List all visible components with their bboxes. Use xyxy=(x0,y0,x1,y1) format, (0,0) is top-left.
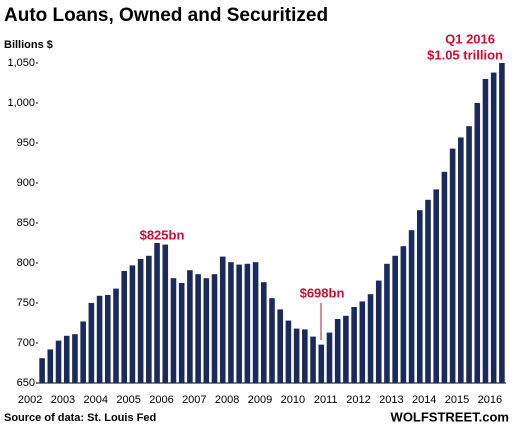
y-tick-label: 800 xyxy=(17,257,35,269)
bar xyxy=(195,274,201,383)
bar xyxy=(80,321,86,383)
annotation: $1.05 trillion xyxy=(427,47,503,62)
bar xyxy=(474,103,481,383)
bar xyxy=(63,335,70,383)
bar xyxy=(318,344,325,383)
bar xyxy=(499,63,505,383)
x-tick-label: 2002 xyxy=(18,394,42,406)
bar xyxy=(400,246,407,383)
bar xyxy=(482,79,489,383)
bar xyxy=(154,243,160,383)
bar xyxy=(285,320,292,383)
y-tick-label: 1,000 xyxy=(7,97,35,109)
bar xyxy=(367,294,374,383)
bar xyxy=(269,298,275,383)
x-tick-label: 2007 xyxy=(182,394,206,406)
bar xyxy=(121,271,128,383)
bar xyxy=(351,307,357,383)
bar xyxy=(384,263,390,383)
x-tick-label: 2015 xyxy=(445,394,469,406)
y-tick-label: 1,050 xyxy=(7,57,35,69)
bar xyxy=(113,288,119,383)
bar xyxy=(211,274,218,383)
annotation: $698bn xyxy=(300,285,345,300)
bar xyxy=(375,280,382,383)
x-tick-label: 2014 xyxy=(412,394,436,406)
bar xyxy=(441,171,448,383)
bar xyxy=(47,349,54,383)
bar xyxy=(425,199,431,383)
x-tick-label: 2012 xyxy=(346,394,370,406)
y-tick-label: 750 xyxy=(17,297,35,309)
bar xyxy=(219,256,226,383)
bar xyxy=(302,329,308,383)
bar xyxy=(293,328,300,383)
chart-title: Auto Loans, Owned and Securitized xyxy=(4,5,328,26)
bar xyxy=(449,148,456,383)
bar xyxy=(187,270,193,383)
bar xyxy=(162,244,169,383)
bar xyxy=(343,315,349,383)
bar xyxy=(72,334,78,383)
bar xyxy=(178,283,185,383)
annotation: Q1 2016 xyxy=(445,31,495,46)
bar xyxy=(228,262,234,383)
x-tick-label: 2016 xyxy=(478,394,502,406)
bar xyxy=(260,282,267,383)
bar xyxy=(129,265,136,383)
x-tick-label: 2010 xyxy=(281,394,305,406)
bar xyxy=(236,264,242,383)
y-tick-label: 650 xyxy=(17,377,35,389)
bar xyxy=(104,295,111,383)
brand: WOLFSTREET.com xyxy=(391,409,509,424)
x-tick-label: 2005 xyxy=(116,394,140,406)
bar xyxy=(55,340,62,383)
bar xyxy=(326,332,333,383)
source: Source of data: St. Louis Fed xyxy=(4,412,156,424)
bar xyxy=(277,309,284,383)
bar xyxy=(203,278,210,383)
bar xyxy=(334,319,341,383)
y-axis-label: Billions $ xyxy=(4,39,53,51)
bar xyxy=(392,255,398,383)
bar xyxy=(310,336,316,383)
bar xyxy=(39,358,45,383)
bar xyxy=(490,72,497,383)
bar xyxy=(408,230,415,383)
bar xyxy=(466,126,472,383)
x-tick-label: 2006 xyxy=(149,394,173,406)
bar xyxy=(137,259,144,383)
bar xyxy=(252,262,259,383)
bar xyxy=(244,263,251,383)
x-tick-label: 2009 xyxy=(248,394,272,406)
x-tick-label: 2004 xyxy=(84,394,108,406)
x-tick-label: 2013 xyxy=(379,394,403,406)
bar xyxy=(433,189,440,383)
x-tick-label: 2003 xyxy=(51,394,75,406)
bar xyxy=(359,301,366,383)
x-tick-label: 2008 xyxy=(215,394,239,406)
bar xyxy=(96,295,103,383)
bar xyxy=(416,210,423,383)
annotation: $825bn xyxy=(140,227,185,242)
x-tick-label: 2011 xyxy=(314,394,338,406)
bar xyxy=(170,278,177,383)
y-tick-label: 850 xyxy=(17,217,35,229)
y-tick-label: 700 xyxy=(17,337,35,349)
y-tick-label: 900 xyxy=(17,177,35,189)
bar xyxy=(88,303,95,383)
bar xyxy=(458,137,464,383)
bar xyxy=(146,255,152,383)
y-tick-label: 950 xyxy=(17,137,35,149)
